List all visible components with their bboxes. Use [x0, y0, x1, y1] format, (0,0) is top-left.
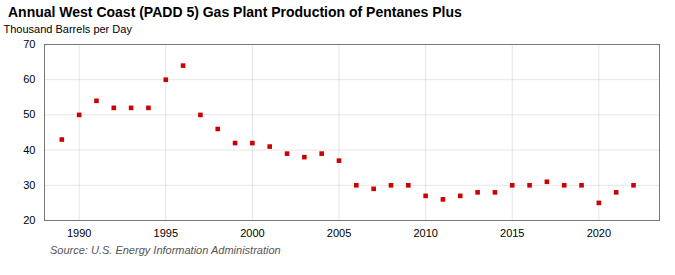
html-text:Source: U.S. Energy Informatio: Source: U.S. Energy Information Administ…	[50, 244, 281, 256]
svg-text:60: 60	[23, 73, 35, 85]
svg-text:50: 50	[23, 108, 35, 120]
svg-text:1995: 1995	[154, 227, 178, 239]
svg-text:70: 70	[23, 38, 35, 50]
html-text:Annual West Coast (PADD 5) Gas: Annual West Coast (PADD 5) Gas Plant Pro…	[8, 4, 462, 20]
svg-text:2015: 2015	[500, 227, 524, 239]
svg-text:2000: 2000	[240, 227, 264, 239]
svg-text:2005: 2005	[327, 227, 351, 239]
svg-text:2020: 2020	[587, 227, 611, 239]
svg-text:20: 20	[23, 214, 35, 226]
svg-text:30: 30	[23, 179, 35, 191]
svg-text:40: 40	[23, 144, 35, 156]
svg-text:Thousand Barrels per Day: Thousand Barrels per Day	[4, 23, 133, 35]
svg-text:2010: 2010	[413, 227, 437, 239]
svg-text:1990: 1990	[67, 227, 91, 239]
